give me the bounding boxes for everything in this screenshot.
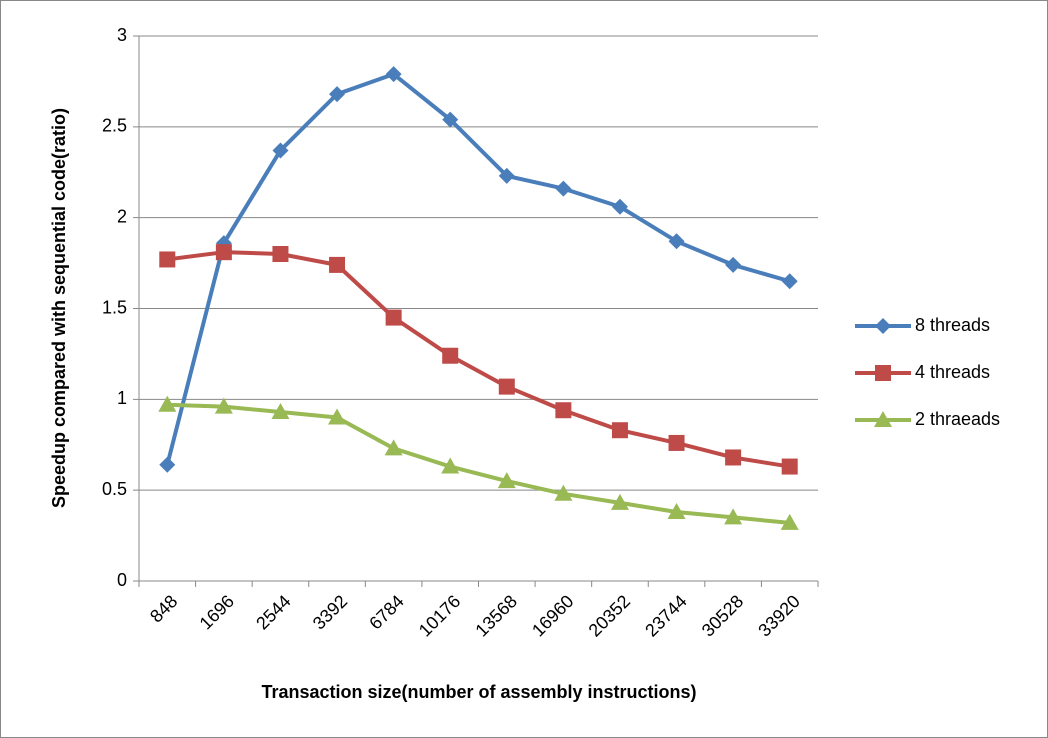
- marker: [159, 251, 176, 268]
- marker: [875, 318, 891, 334]
- marker: [725, 449, 742, 466]
- marker: [384, 439, 403, 456]
- marker: [497, 472, 516, 489]
- marker: [272, 142, 289, 159]
- marker: [875, 365, 891, 381]
- marker: [725, 256, 742, 273]
- y-tick-label: 1: [117, 388, 127, 408]
- legend-label: 4 threads: [915, 362, 990, 382]
- marker: [611, 422, 628, 439]
- legend-label: 2 thraeads: [915, 409, 1000, 429]
- legend-label: 8 threads: [915, 315, 990, 335]
- marker: [611, 198, 628, 215]
- marker: [668, 434, 685, 451]
- marker: [271, 403, 290, 420]
- marker: [441, 457, 460, 474]
- marker: [215, 244, 232, 261]
- y-axis-title: Speedup compared with sequential code(ra…: [49, 108, 69, 508]
- marker: [498, 378, 515, 395]
- marker: [555, 402, 572, 419]
- marker: [442, 347, 459, 364]
- marker: [781, 458, 798, 475]
- marker: [554, 484, 573, 501]
- series-line: [165, 72, 791, 466]
- marker: [874, 411, 892, 427]
- marker: [498, 167, 515, 184]
- y-tick-label: 0: [117, 570, 127, 590]
- series-line: [167, 402, 790, 525]
- marker: [667, 502, 686, 519]
- marker: [610, 493, 629, 510]
- marker: [668, 233, 685, 250]
- marker: [158, 395, 177, 412]
- y-tick-label: 2.5: [102, 116, 127, 136]
- marker: [329, 256, 346, 273]
- marker: [724, 508, 743, 525]
- series-line: [167, 250, 791, 469]
- marker: [329, 86, 346, 103]
- marker: [781, 273, 798, 290]
- y-tick-label: 0.5: [102, 479, 127, 499]
- marker: [442, 111, 459, 128]
- marker: [385, 309, 402, 326]
- marker: [159, 456, 176, 473]
- marker: [328, 408, 347, 425]
- x-axis-title: Transaction size(number of assembly inst…: [261, 682, 696, 702]
- y-tick-label: 3: [117, 25, 127, 45]
- y-tick-label: 1.5: [102, 297, 127, 317]
- marker: [214, 397, 233, 414]
- marker: [385, 66, 402, 83]
- marker: [272, 246, 289, 262]
- marker: [555, 180, 572, 197]
- marker: [780, 513, 799, 530]
- y-tick-label: 2: [117, 206, 127, 226]
